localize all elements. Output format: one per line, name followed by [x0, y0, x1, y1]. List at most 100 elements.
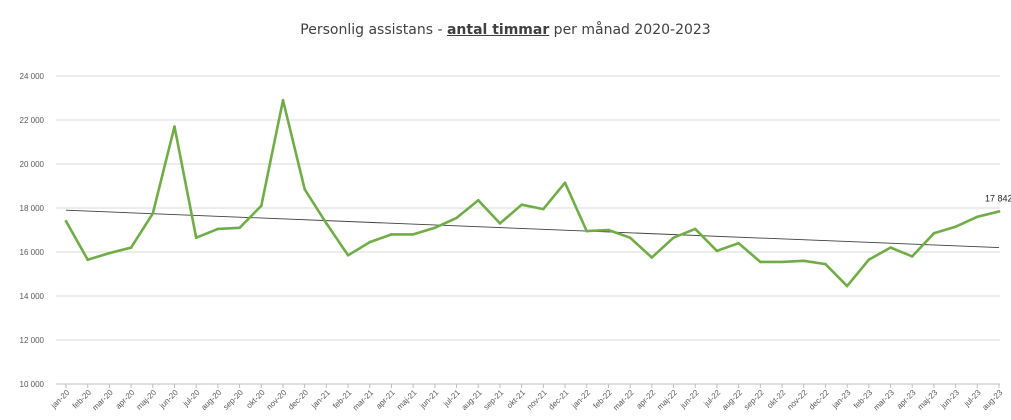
x-tick-label: jan-21	[309, 388, 332, 411]
x-tick-label: mar-23	[872, 388, 897, 413]
x-tick-label: aug-21	[460, 388, 484, 412]
x-tick-label: sep-20	[221, 388, 245, 412]
x-tick-label: maj-20	[135, 388, 159, 412]
data-point	[108, 251, 111, 255]
x-tick-label: okt-20	[245, 388, 267, 410]
data-point	[889, 246, 892, 249]
data-point	[628, 236, 632, 239]
data-point	[194, 236, 198, 239]
x-tick-label: dec-22	[807, 388, 831, 412]
x-tick-label: apr-21	[374, 388, 397, 411]
data-point	[520, 203, 523, 206]
data-point	[216, 227, 220, 231]
x-tick-label: feb-23	[852, 388, 875, 411]
data-point	[281, 98, 285, 102]
x-tick-label: nov-21	[525, 388, 549, 412]
data-point	[954, 225, 957, 228]
x-tick-label: jan-20	[49, 388, 72, 411]
data-point	[542, 207, 545, 211]
data-point	[303, 188, 306, 191]
x-tick-label: apr-23	[895, 388, 918, 411]
chart-title: Personlig assistans - antal timmar per m…	[0, 22, 1011, 38]
data-point	[910, 255, 914, 258]
x-tick-label: aug-22	[720, 388, 744, 412]
x-tick-label: sep-21	[482, 388, 506, 412]
data-point	[433, 226, 437, 230]
chart-title-emphasis: antal timmar	[446, 22, 550, 38]
x-tick-label: maj-21	[395, 388, 419, 412]
x-tick-label: sep-22	[742, 388, 766, 412]
data-point	[346, 254, 350, 257]
data-point	[325, 222, 328, 225]
data-point	[476, 199, 480, 202]
x-tick-label: jan-22	[569, 388, 592, 411]
y-tick-label: 12 000	[20, 336, 45, 345]
x-tick-label: nov-20	[265, 388, 289, 412]
data-point	[259, 204, 263, 208]
chart-title-prefix: Personlig assistans -	[300, 22, 447, 38]
data-point	[498, 222, 502, 225]
x-tick-label: apr-22	[635, 388, 658, 411]
series-line	[64, 98, 1001, 288]
y-tick-label: 16 000	[20, 248, 45, 257]
data-point	[238, 226, 241, 230]
data-point	[368, 240, 372, 244]
data-point	[715, 249, 719, 253]
x-tick-label: jun-21	[417, 388, 440, 411]
data-point	[151, 212, 155, 215]
data-point	[411, 233, 415, 236]
x-tick-label: jun-22	[678, 388, 701, 411]
x-tick-label: jun-20	[157, 388, 180, 411]
y-tick-label: 20 000	[20, 160, 45, 169]
data-point	[86, 258, 89, 262]
x-tick-label: aug-23	[980, 388, 1004, 412]
x-tick-label: feb-20	[71, 388, 94, 411]
data-point	[867, 258, 871, 262]
x-tick-label: aug-20	[199, 388, 223, 412]
x-tick-label: feb-22	[591, 388, 614, 411]
data-point	[824, 262, 827, 266]
x-tick-label: jan-23	[830, 388, 853, 411]
x-tick-label: okt-22	[765, 388, 787, 410]
data-point	[563, 181, 567, 184]
x-tick-label: nov-22	[785, 388, 809, 412]
y-tick-label: 14 000	[20, 292, 45, 301]
x-tick-label: mar-20	[91, 388, 116, 413]
data-point	[455, 216, 458, 220]
x-tick-label: mar-22	[611, 388, 636, 413]
x-tick-label: maj-23	[916, 388, 940, 412]
chart-title-suffix: per månad 2020-2023	[549, 22, 711, 38]
x-tick-label: dec-21	[547, 388, 571, 412]
data-point	[997, 210, 1001, 213]
y-tick-label: 22 000	[20, 116, 45, 125]
data-point	[737, 241, 740, 245]
x-tick-label: okt-21	[505, 388, 527, 410]
x-tick-label: jun-23	[938, 388, 961, 411]
data-point	[173, 125, 176, 128]
data-point	[976, 215, 979, 219]
data-point	[585, 229, 589, 233]
data-point	[780, 260, 784, 264]
trendline	[65, 209, 1000, 249]
data-point	[650, 256, 654, 259]
data-point	[693, 227, 697, 231]
y-tick-label: 24 000	[20, 72, 45, 81]
x-tick-label: feb-21	[331, 388, 354, 411]
x-tick-label: mar-21	[351, 388, 376, 413]
data-point	[672, 236, 675, 239]
x-tick-label: maj-22	[655, 388, 679, 412]
data-point	[802, 259, 806, 263]
data-label: 17 842	[985, 193, 1011, 203]
data-point	[64, 219, 68, 223]
y-tick-label: 18 000	[20, 204, 45, 213]
x-tick-label: dec-20	[286, 388, 310, 412]
data-point	[845, 284, 849, 288]
data-point	[759, 260, 762, 264]
data-point	[932, 232, 936, 235]
data-point	[607, 228, 610, 232]
x-tick-label: apr-20	[114, 388, 137, 411]
y-tick-label: 10 000	[20, 380, 45, 389]
data-point	[390, 233, 393, 236]
